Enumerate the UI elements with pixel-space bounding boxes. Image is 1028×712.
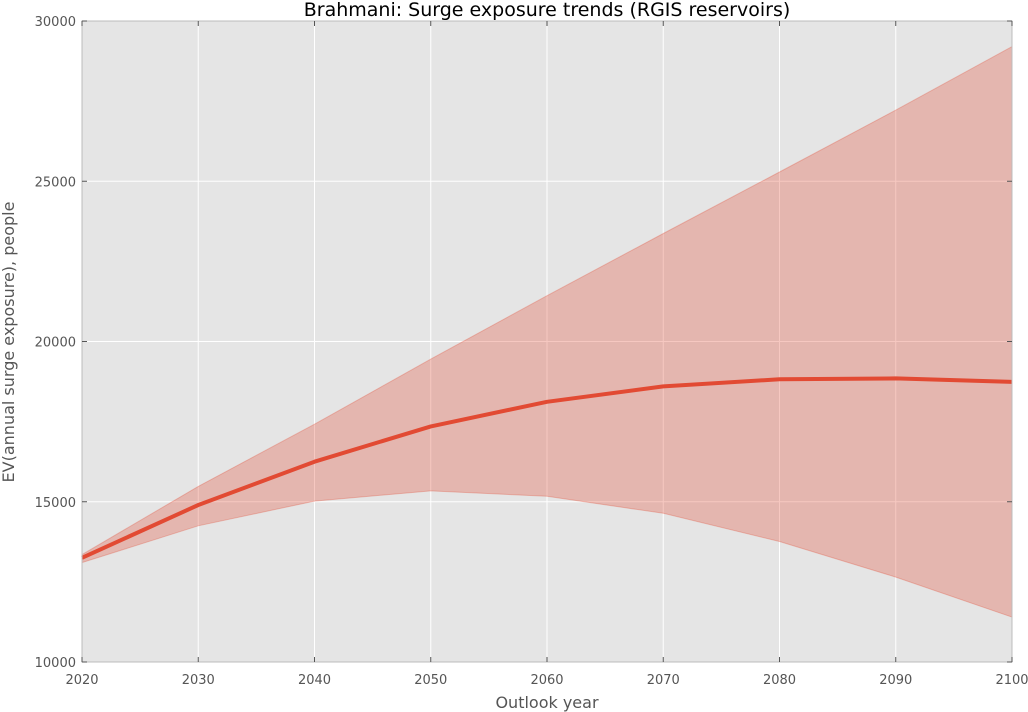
x-tick-label: 2020 bbox=[65, 673, 98, 688]
x-axis-label: Outlook year bbox=[495, 693, 599, 712]
y-tick-label: 30000 bbox=[35, 15, 76, 30]
y-tick-label: 10000 bbox=[35, 656, 76, 671]
grid bbox=[82, 21, 1012, 662]
axis-ticks bbox=[81, 20, 1013, 663]
y-tick-label: 25000 bbox=[35, 175, 76, 190]
y-axis-label: EV(annual surge exposure), people bbox=[0, 202, 18, 483]
x-tick-label: 2030 bbox=[182, 673, 215, 688]
chart-title: Brahmani: Surge exposure trends (RGIS re… bbox=[304, 0, 791, 21]
x-tick-label: 2100 bbox=[995, 673, 1028, 688]
y-tick-labels: 10000 15000 20000 25000 30000 bbox=[35, 15, 76, 671]
x-tick-labels: 2020 2030 2040 2050 2060 2070 2080 2090 2100 bbox=[65, 673, 1028, 688]
x-tick-label: 2070 bbox=[647, 673, 680, 688]
x-tick-label: 2090 bbox=[879, 673, 912, 688]
x-tick-label: 2080 bbox=[763, 673, 796, 688]
y-tick-label: 15000 bbox=[35, 496, 76, 511]
x-tick-label: 2060 bbox=[530, 673, 563, 688]
y-tick-label: 20000 bbox=[35, 336, 76, 351]
x-tick-label: 2040 bbox=[298, 673, 331, 688]
x-tick-label: 2050 bbox=[414, 673, 447, 688]
series-line bbox=[81, 376, 1013, 560]
